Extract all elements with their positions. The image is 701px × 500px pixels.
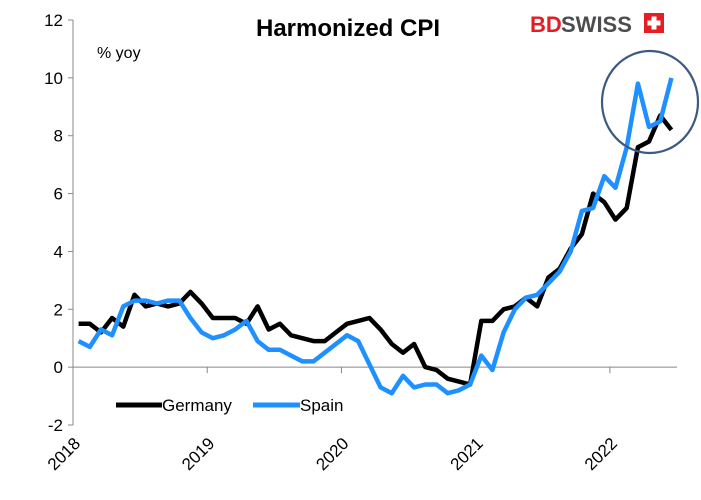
y-tick-label: 0 [54, 358, 63, 377]
logo-text-bd: BD [530, 12, 562, 37]
series-line-germany [78, 113, 674, 387]
y-tick-label: 2 [54, 300, 63, 319]
logo-text-swiss: SWISS [561, 12, 632, 37]
y-tick-label: 6 [54, 185, 63, 204]
chart-title: Harmonized CPI [256, 15, 440, 42]
x-tick-label: 2018 [44, 434, 84, 474]
x-tick-label: 2019 [178, 434, 218, 474]
x-tick-label: 2020 [312, 434, 352, 474]
y-axis-unit-label: % yoy [97, 45, 141, 62]
series-line-spain [77, 77, 674, 396]
legend-label-spain: Spain [300, 396, 343, 415]
legend: Germany Spain [116, 396, 343, 415]
y-tick-label: 4 [54, 242, 63, 261]
y-tick-label: -2 [48, 416, 63, 435]
legend-label-germany: Germany [162, 396, 232, 415]
series-layer [77, 77, 674, 396]
swiss-cross-icon [644, 13, 664, 33]
bdswiss-logo: BD SWISS [530, 12, 664, 37]
x-tick-label: 2022 [581, 434, 621, 474]
y-tick-label: 12 [44, 11, 63, 30]
x-tick-label: 2021 [447, 434, 487, 474]
y-tick-label: 10 [44, 69, 63, 88]
highlight-circle [600, 49, 700, 155]
y-tick-label: 8 [54, 127, 63, 146]
